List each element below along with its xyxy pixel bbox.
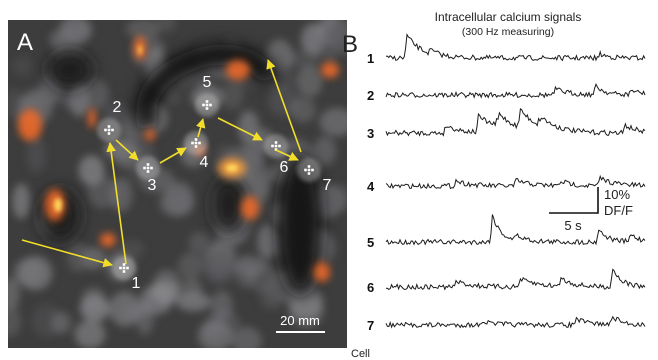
arrow-7 (275, 149, 299, 161)
cell-marker-label-1: 1 (132, 275, 141, 292)
trace-lines (385, 33, 646, 329)
panel-a-letter: A (17, 29, 33, 56)
cell-marker-5: 5 (195, 74, 219, 117)
trace-label-2: 2 (367, 88, 374, 103)
panel-b-letter: B (342, 31, 358, 58)
cell-marker-7: 7 (297, 158, 332, 194)
cell-axis-label: Cell (351, 348, 370, 360)
trace-label-4: 4 (367, 179, 375, 194)
trace-label-5: 5 (367, 235, 374, 250)
cell-marker-label-4: 4 (200, 154, 209, 171)
cell-marker-1: 1 (112, 256, 141, 292)
trace-scale-bar: 5 s 10% DF/F (549, 187, 633, 233)
traces-title: Intracellular calcium signals (435, 10, 582, 24)
arrow-2 (106, 142, 127, 265)
trace-line-3 (385, 108, 646, 137)
arrow-1 (21, 239, 113, 268)
trace-line-7 (385, 315, 646, 329)
trace-line-4 (385, 174, 646, 190)
micrograph-panel: 1 2 3 4 5 6 7 20 mm A (8, 20, 347, 348)
cell-marker-label-3: 3 (148, 177, 157, 194)
amplitude-unit-label: DF/F (604, 203, 633, 218)
trace-label-7: 7 (367, 318, 374, 333)
cell-marker-label-7: 7 (323, 177, 332, 194)
trace-line-2 (385, 83, 646, 99)
trace-label-3: 3 (367, 126, 374, 141)
trace-line-5 (385, 214, 646, 246)
arrow-8 (266, 59, 302, 153)
cell-marker-label-6: 6 (280, 159, 289, 176)
cell-marker-label-5: 5 (203, 74, 212, 91)
amplitude-scale-label: 10% (604, 187, 630, 202)
time-scale-label: 5 s (564, 218, 582, 233)
arrow-6 (217, 117, 263, 141)
arrow-3 (115, 139, 139, 161)
micrograph-scale-bar-label: 20 mm (280, 313, 320, 328)
cell-marker-4: 4 (184, 131, 209, 171)
arrow-5 (196, 118, 206, 138)
path-arrows (21, 59, 302, 268)
traces-subtitle: (300 Hz measuring) (462, 26, 554, 38)
trace-line-6 (385, 268, 646, 291)
arrow-4 (159, 147, 187, 164)
trace-label-1: 1 (367, 51, 374, 66)
fluorescence-spots (18, 36, 339, 282)
cell-marker-2: 2 (97, 99, 122, 142)
trace-labels: 1 2 3 4 5 6 7 (367, 51, 375, 333)
micrograph-scale-bar: 20 mm (276, 313, 325, 333)
trace-label-6: 6 (367, 280, 374, 295)
cell-marker-3: 3 (136, 156, 160, 194)
cell-marker-label-2: 2 (113, 99, 122, 116)
traces-panel: B Intracellular calcium signals (300 Hz … (342, 10, 646, 360)
trace-line-1 (385, 33, 646, 62)
